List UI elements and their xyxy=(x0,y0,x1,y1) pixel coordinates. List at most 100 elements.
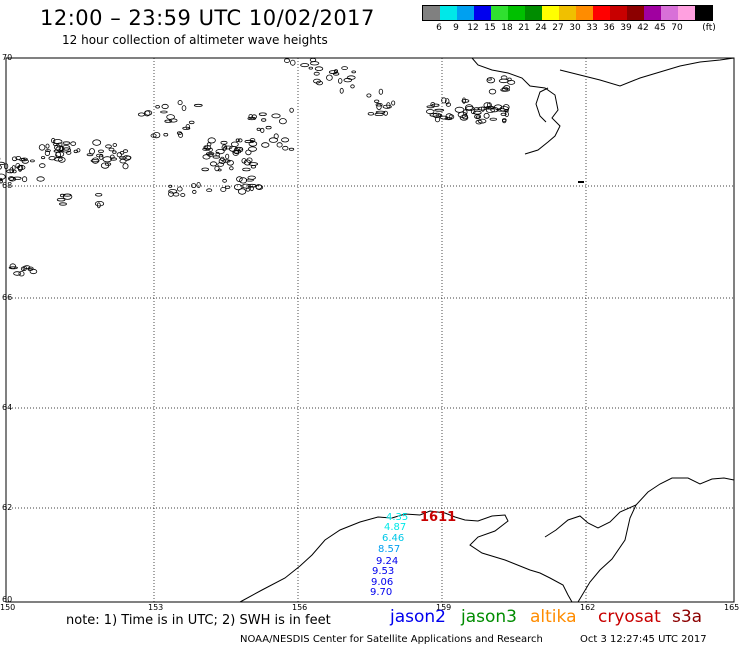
swath-contour xyxy=(374,99,380,103)
swath-contour xyxy=(485,107,495,113)
latitude-label: 62 xyxy=(2,503,13,512)
swath-contour xyxy=(6,169,15,174)
swath-contour xyxy=(434,116,441,123)
legend-swatch xyxy=(695,6,712,20)
swath-contour xyxy=(122,163,129,170)
swath-contour xyxy=(375,102,383,107)
swath-contour xyxy=(445,102,451,107)
swath-contour xyxy=(201,167,210,172)
swath-contour xyxy=(477,106,487,111)
legend-swatch xyxy=(525,6,542,20)
swath-contour xyxy=(11,156,18,162)
footer-note: note: 1) Time is in UTC; 2) SWH is in fe… xyxy=(66,613,331,628)
swath-contour xyxy=(241,183,251,189)
swath-contour xyxy=(51,137,56,144)
legend-swatch xyxy=(474,6,491,20)
legend-label: 45 xyxy=(654,23,666,33)
legend-swatch xyxy=(423,6,440,20)
swath-contour xyxy=(125,155,132,160)
swath-contour xyxy=(241,158,247,164)
swath-contour xyxy=(247,146,257,152)
legend-swatch xyxy=(559,6,576,20)
swath-contour xyxy=(251,114,257,119)
swath-contour xyxy=(256,127,261,131)
latitude-label: 68 xyxy=(2,181,13,190)
swath-contour xyxy=(29,268,38,275)
swath-contour xyxy=(207,137,216,144)
swath-contour xyxy=(57,156,66,163)
longitude-label: 153 xyxy=(148,603,164,612)
swath-contour xyxy=(445,98,450,105)
legend-label: 39 xyxy=(620,23,632,33)
legend-label: 30 xyxy=(569,23,581,33)
swath-contour xyxy=(105,144,112,149)
swath-contour xyxy=(108,147,115,152)
satellite-label-cryosat: cryosat xyxy=(598,607,661,627)
swath-contour xyxy=(242,167,251,172)
swath-contour xyxy=(289,107,294,113)
swath-contour xyxy=(188,120,195,125)
swath-contour xyxy=(56,197,66,202)
swath-contour xyxy=(483,102,491,109)
swath-contour xyxy=(475,115,481,119)
swath-contour xyxy=(116,152,122,158)
legend-label: 70 xyxy=(671,23,683,33)
swath-contour xyxy=(11,165,16,171)
swath-contour xyxy=(499,106,510,112)
swath-contour xyxy=(486,77,496,84)
swath-contour xyxy=(18,271,25,277)
swath-contour xyxy=(168,184,173,188)
swath-contour xyxy=(86,153,94,157)
legend-swatches xyxy=(422,5,713,21)
lat-lon-grid xyxy=(6,58,734,602)
map-frame xyxy=(5,57,735,603)
longitude-label: 150 xyxy=(0,603,16,612)
swath-contour xyxy=(215,149,225,155)
swath-contour xyxy=(155,105,160,109)
generation-timestamp: Oct 3 12:27:45 UTC 2017 xyxy=(580,634,707,645)
swath-contour xyxy=(473,107,480,111)
swath-contour xyxy=(172,192,180,197)
swath-contour xyxy=(193,103,203,107)
swath-contour xyxy=(45,149,51,153)
swath-contour xyxy=(429,113,438,117)
swath-contour xyxy=(119,151,125,155)
swath-contour xyxy=(122,149,129,153)
swath-contour xyxy=(63,193,72,197)
swath-contour xyxy=(163,132,169,137)
swath-contour xyxy=(474,114,482,119)
legend-swatch xyxy=(593,6,610,20)
chart-subtitle: 12 hour collection of altimeter wave hei… xyxy=(62,33,328,47)
credit-line: NOAA/NESDIS Center for Satellite Applica… xyxy=(240,634,543,645)
swath-contour xyxy=(17,164,26,171)
swath-contour xyxy=(278,118,287,125)
swath-contour xyxy=(44,150,51,156)
color-legend: 6 9 12 15 18 21 24 27 30 33 36 39 42 45 70 (ft) xyxy=(422,5,716,35)
swath-contour xyxy=(271,113,281,119)
legend-swatch xyxy=(508,6,525,20)
swath-contour xyxy=(119,156,127,160)
swath-contour xyxy=(91,157,100,164)
swath-contour xyxy=(22,265,27,271)
swath-contour xyxy=(110,157,117,161)
swath-contour xyxy=(12,176,22,180)
swath-contour xyxy=(208,147,213,152)
swath-contour xyxy=(434,108,445,112)
swath-contour xyxy=(230,141,239,147)
swath-contour xyxy=(234,146,244,151)
swath-contour xyxy=(177,100,183,106)
swath-contour xyxy=(338,78,343,84)
swath-contour xyxy=(56,142,63,148)
swath-contour xyxy=(164,119,173,123)
swath-contour xyxy=(144,110,153,116)
swath-contour xyxy=(500,75,508,80)
swath-contour xyxy=(235,138,240,142)
swath-contour xyxy=(168,189,178,194)
swath-contour xyxy=(426,109,435,115)
swath-contour xyxy=(454,106,465,113)
swath-contour xyxy=(260,127,265,133)
legend-swatch xyxy=(610,6,627,20)
coastline-north xyxy=(471,57,561,155)
swath-contour xyxy=(39,163,46,168)
